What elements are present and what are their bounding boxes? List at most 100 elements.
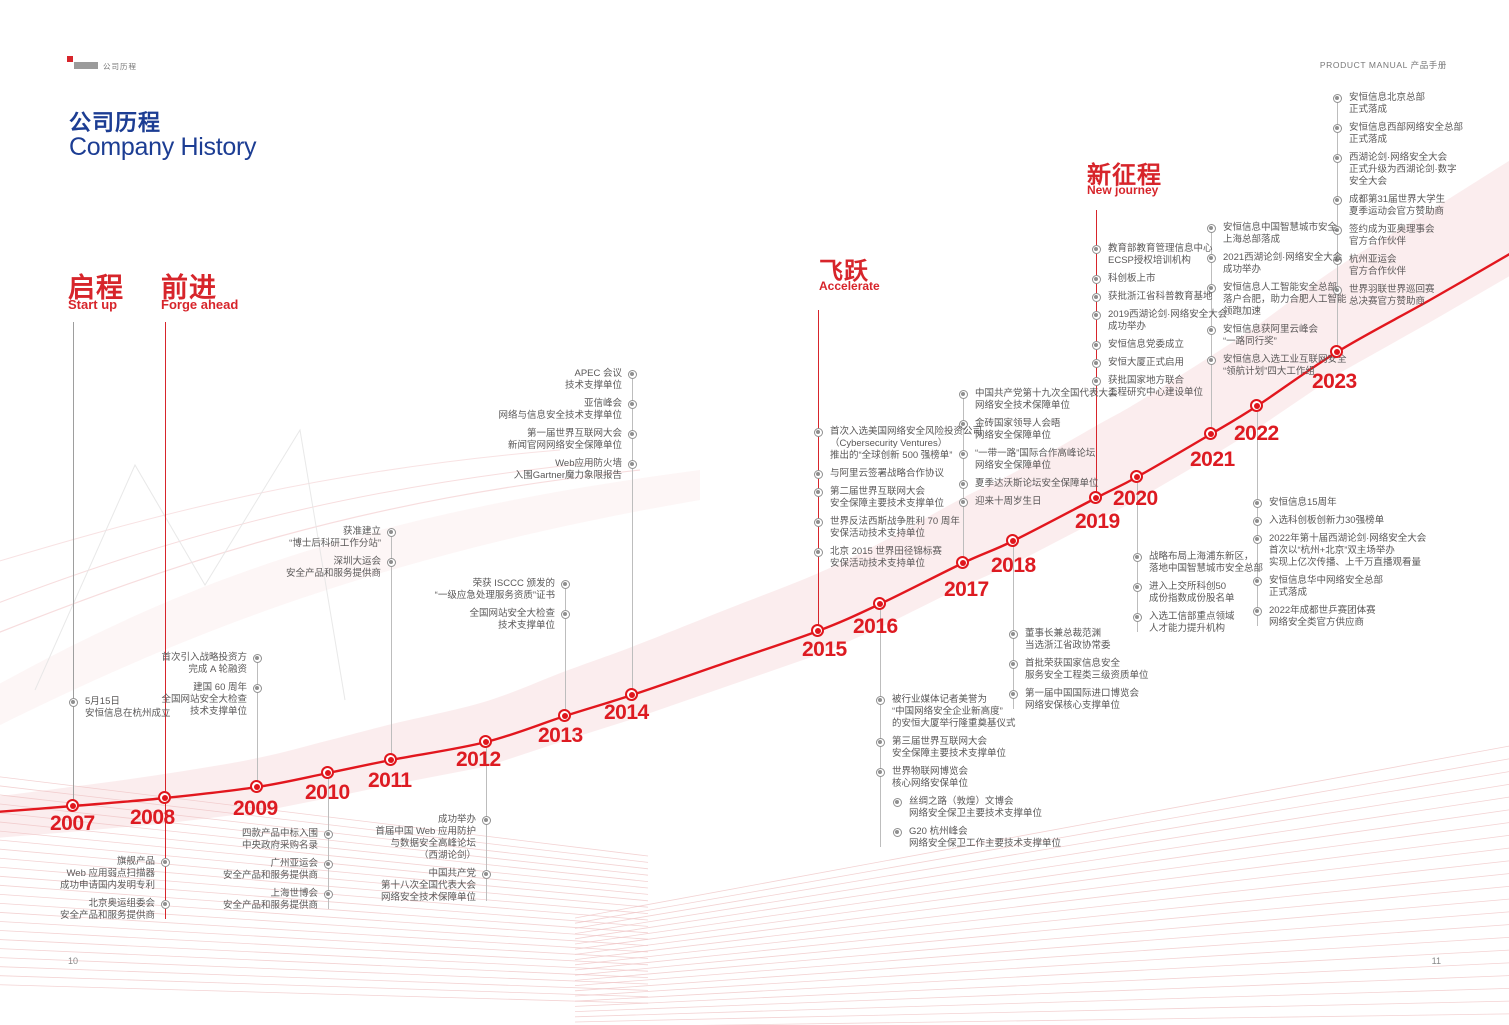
- milestone-item: 科创板上市: [1108, 273, 1156, 285]
- milestone-item: 2022年成都世乒赛团体赛 网络安全类官方供应商: [1269, 605, 1376, 629]
- milestone-line: 荣获 ISCCC 颁发的: [472, 578, 555, 589]
- bullet-icon: [323, 859, 333, 869]
- milestone-line: 正式落成: [1349, 104, 1388, 115]
- milestone-line: 技术支撑单位: [564, 380, 622, 391]
- bullet-icon: [1332, 195, 1342, 205]
- year-label-2018: 2018: [991, 554, 1036, 577]
- milestone-line: 官方合作伙伴: [1349, 266, 1407, 277]
- milestone-item: 安恒信息北京总部 正式落成: [1349, 92, 1425, 116]
- timeline-node-2020: [1130, 470, 1143, 483]
- bullet-icon: [1091, 274, 1101, 284]
- header-red-square-icon: [67, 56, 73, 62]
- year-label-2022: 2022: [1234, 422, 1279, 445]
- milestone-line: 旗舰产品: [116, 856, 155, 867]
- phase-title-forge: 前进: [161, 273, 217, 303]
- milestone-line: 安全产品和服务提供商: [59, 910, 155, 921]
- milestone-line: 世界物联网博览会: [892, 766, 969, 777]
- milestone-line: 入围Gartner魔力象限报告: [513, 470, 622, 481]
- bullet-icon: [958, 419, 968, 429]
- milestone-line: 总决赛官方赞助商: [1349, 296, 1426, 307]
- bullet-icon: [1332, 93, 1342, 103]
- milestone-line: 推出的“全球创新 500 强榜单”: [830, 450, 953, 461]
- bullet-icon: [560, 609, 570, 619]
- bullet-icon: [160, 857, 170, 867]
- bullet-icon: [1091, 358, 1101, 368]
- bullet-icon: [1132, 552, 1142, 562]
- milestone-line: 安恒信息中国智慧城市安全: [1223, 222, 1338, 233]
- milestone-item: 与阿里云签署战略合作协议: [830, 468, 944, 480]
- milestone-line: 官方合作伙伴: [1349, 236, 1407, 247]
- timeline-node-2013: [558, 709, 571, 722]
- timeline-node-2023: [1330, 345, 1343, 358]
- year-label-2019: 2019: [1075, 510, 1120, 533]
- milestone-item: 入选科创板创新力30强榜单: [1269, 515, 1384, 527]
- milestone-line: 获批国家地方联合: [1108, 375, 1185, 386]
- milestone-line: “一级应急处理服务资质”证书: [434, 590, 555, 601]
- milestone-item: 安恒信息获阿里云峰会 “一路同行奖”: [1223, 324, 1318, 348]
- milestone-line: 北京 2015 世界田径锦标赛: [830, 546, 942, 557]
- bullet-icon: [386, 557, 396, 567]
- bullet-icon: [875, 737, 885, 747]
- milestone-line: 新闻官网网络安全保障单位: [507, 440, 622, 451]
- bullet-icon: [252, 683, 262, 693]
- milestone-line: 金砖国家领导人会晤: [975, 418, 1061, 429]
- milestone-item: Web应用防火墙 入围Gartner魔力象限报告: [514, 458, 622, 482]
- milestone-item: 建国 60 周年 全国网站安全大检查 技术支撑单位: [161, 682, 247, 718]
- year-label-2010: 2010: [305, 781, 350, 804]
- bullet-icon: [1332, 285, 1342, 295]
- milestone-item: 金砖国家领导人会晤 网络安全保障单位: [975, 418, 1061, 442]
- milestone-line: 网络安全保障单位: [975, 430, 1052, 441]
- timeline-node-2012: [479, 735, 492, 748]
- milestone-item: 第二届世界互联网大会 安全保障主要技术支撑单位: [830, 486, 944, 510]
- milestone-item: 第三届世界互联网大会 安全保障主要技术支撑单位: [892, 736, 1006, 760]
- milestone-line: 第一届中国国际进口博览会: [1025, 688, 1140, 699]
- left-swoosh-lines: [0, 428, 700, 726]
- timeline-connector-2007: [72, 322, 74, 806]
- timeline-node-2008: [158, 791, 171, 804]
- milestone-item: 夏季达沃斯论坛安全保障单位: [975, 478, 1099, 490]
- milestone-line: “领航计划”四大工作组: [1223, 366, 1315, 377]
- bullet-icon: [1332, 123, 1342, 133]
- milestone-line: 第十八次全国代表大会: [380, 880, 476, 891]
- milestone-line: 2021西湖论剑·网络安全大会: [1223, 252, 1343, 263]
- milestone-line: “中国网络安全企业新高度”: [892, 706, 1003, 717]
- page-number-right: 11: [1431, 956, 1441, 966]
- bullet-icon: [160, 899, 170, 909]
- bullet-icon: [323, 829, 333, 839]
- milestone-line: 当选浙江省政协常委: [1025, 640, 1111, 651]
- milestone-line: 签约成为亚奥理事会: [1349, 224, 1435, 235]
- phase-subtitle-journey: New journey: [1087, 183, 1159, 197]
- milestone-item: 第一届世界互联网大会 新闻官网网络安全保障单位: [508, 428, 622, 452]
- bullet-icon: [875, 695, 885, 705]
- bullet-icon: [252, 653, 262, 663]
- bullet-icon: [958, 497, 968, 507]
- timeline-node-2007: [66, 799, 79, 812]
- year-label-2014: 2014: [604, 701, 649, 724]
- milestone-item: 第一届中国国际进口博览会 网络安保核心支撑单位: [1025, 688, 1139, 712]
- milestone-item: 2022年第十届西湖论剑·网络安全大会 首次以“杭州+北京”双主场举办 实现上亿次传…: [1269, 533, 1426, 569]
- milestone-line: 2022年第十届西湖论剑·网络安全大会: [1269, 533, 1427, 544]
- timeline-node-2011: [384, 753, 397, 766]
- milestone-line: 入选科创板创新力30强榜单: [1269, 515, 1385, 526]
- header-manual-label: PRODUCT MANUAL 产品手册: [1319, 60, 1447, 70]
- milestone-line: “博士后科研工作分站”: [289, 538, 381, 549]
- timeline-connector-2019: [1095, 210, 1097, 498]
- milestone-line: 安恒信息获阿里云峰会: [1223, 324, 1319, 335]
- bullet-icon: [386, 527, 396, 537]
- bullet-icon: [1332, 225, 1342, 235]
- bullet-icon: [627, 459, 637, 469]
- timeline-node-2016: [873, 597, 886, 610]
- milestone-line: 2019西湖论剑·网络安全大会: [1108, 309, 1228, 320]
- bullet-icon: [813, 487, 823, 497]
- timeline-connector-2014: [631, 371, 633, 695]
- phase-subtitle-start: Start up: [68, 297, 118, 312]
- bullet-icon: [1132, 612, 1142, 622]
- milestone-line: 世界反法西斯战争胜利 70 周年: [830, 516, 960, 527]
- milestone-item: 深圳大运会 安全产品和服务提供商: [286, 556, 381, 580]
- bullet-icon: [627, 369, 637, 379]
- bullet-icon: [627, 399, 637, 409]
- milestone-item: 2021西湖论剑·网络安全大会 成功举办: [1223, 252, 1342, 276]
- milestone-line: 建国 60 周年: [193, 682, 247, 693]
- milestone-line: 安恒信息在杭州成立: [85, 708, 171, 719]
- bullet-icon: [1091, 292, 1101, 302]
